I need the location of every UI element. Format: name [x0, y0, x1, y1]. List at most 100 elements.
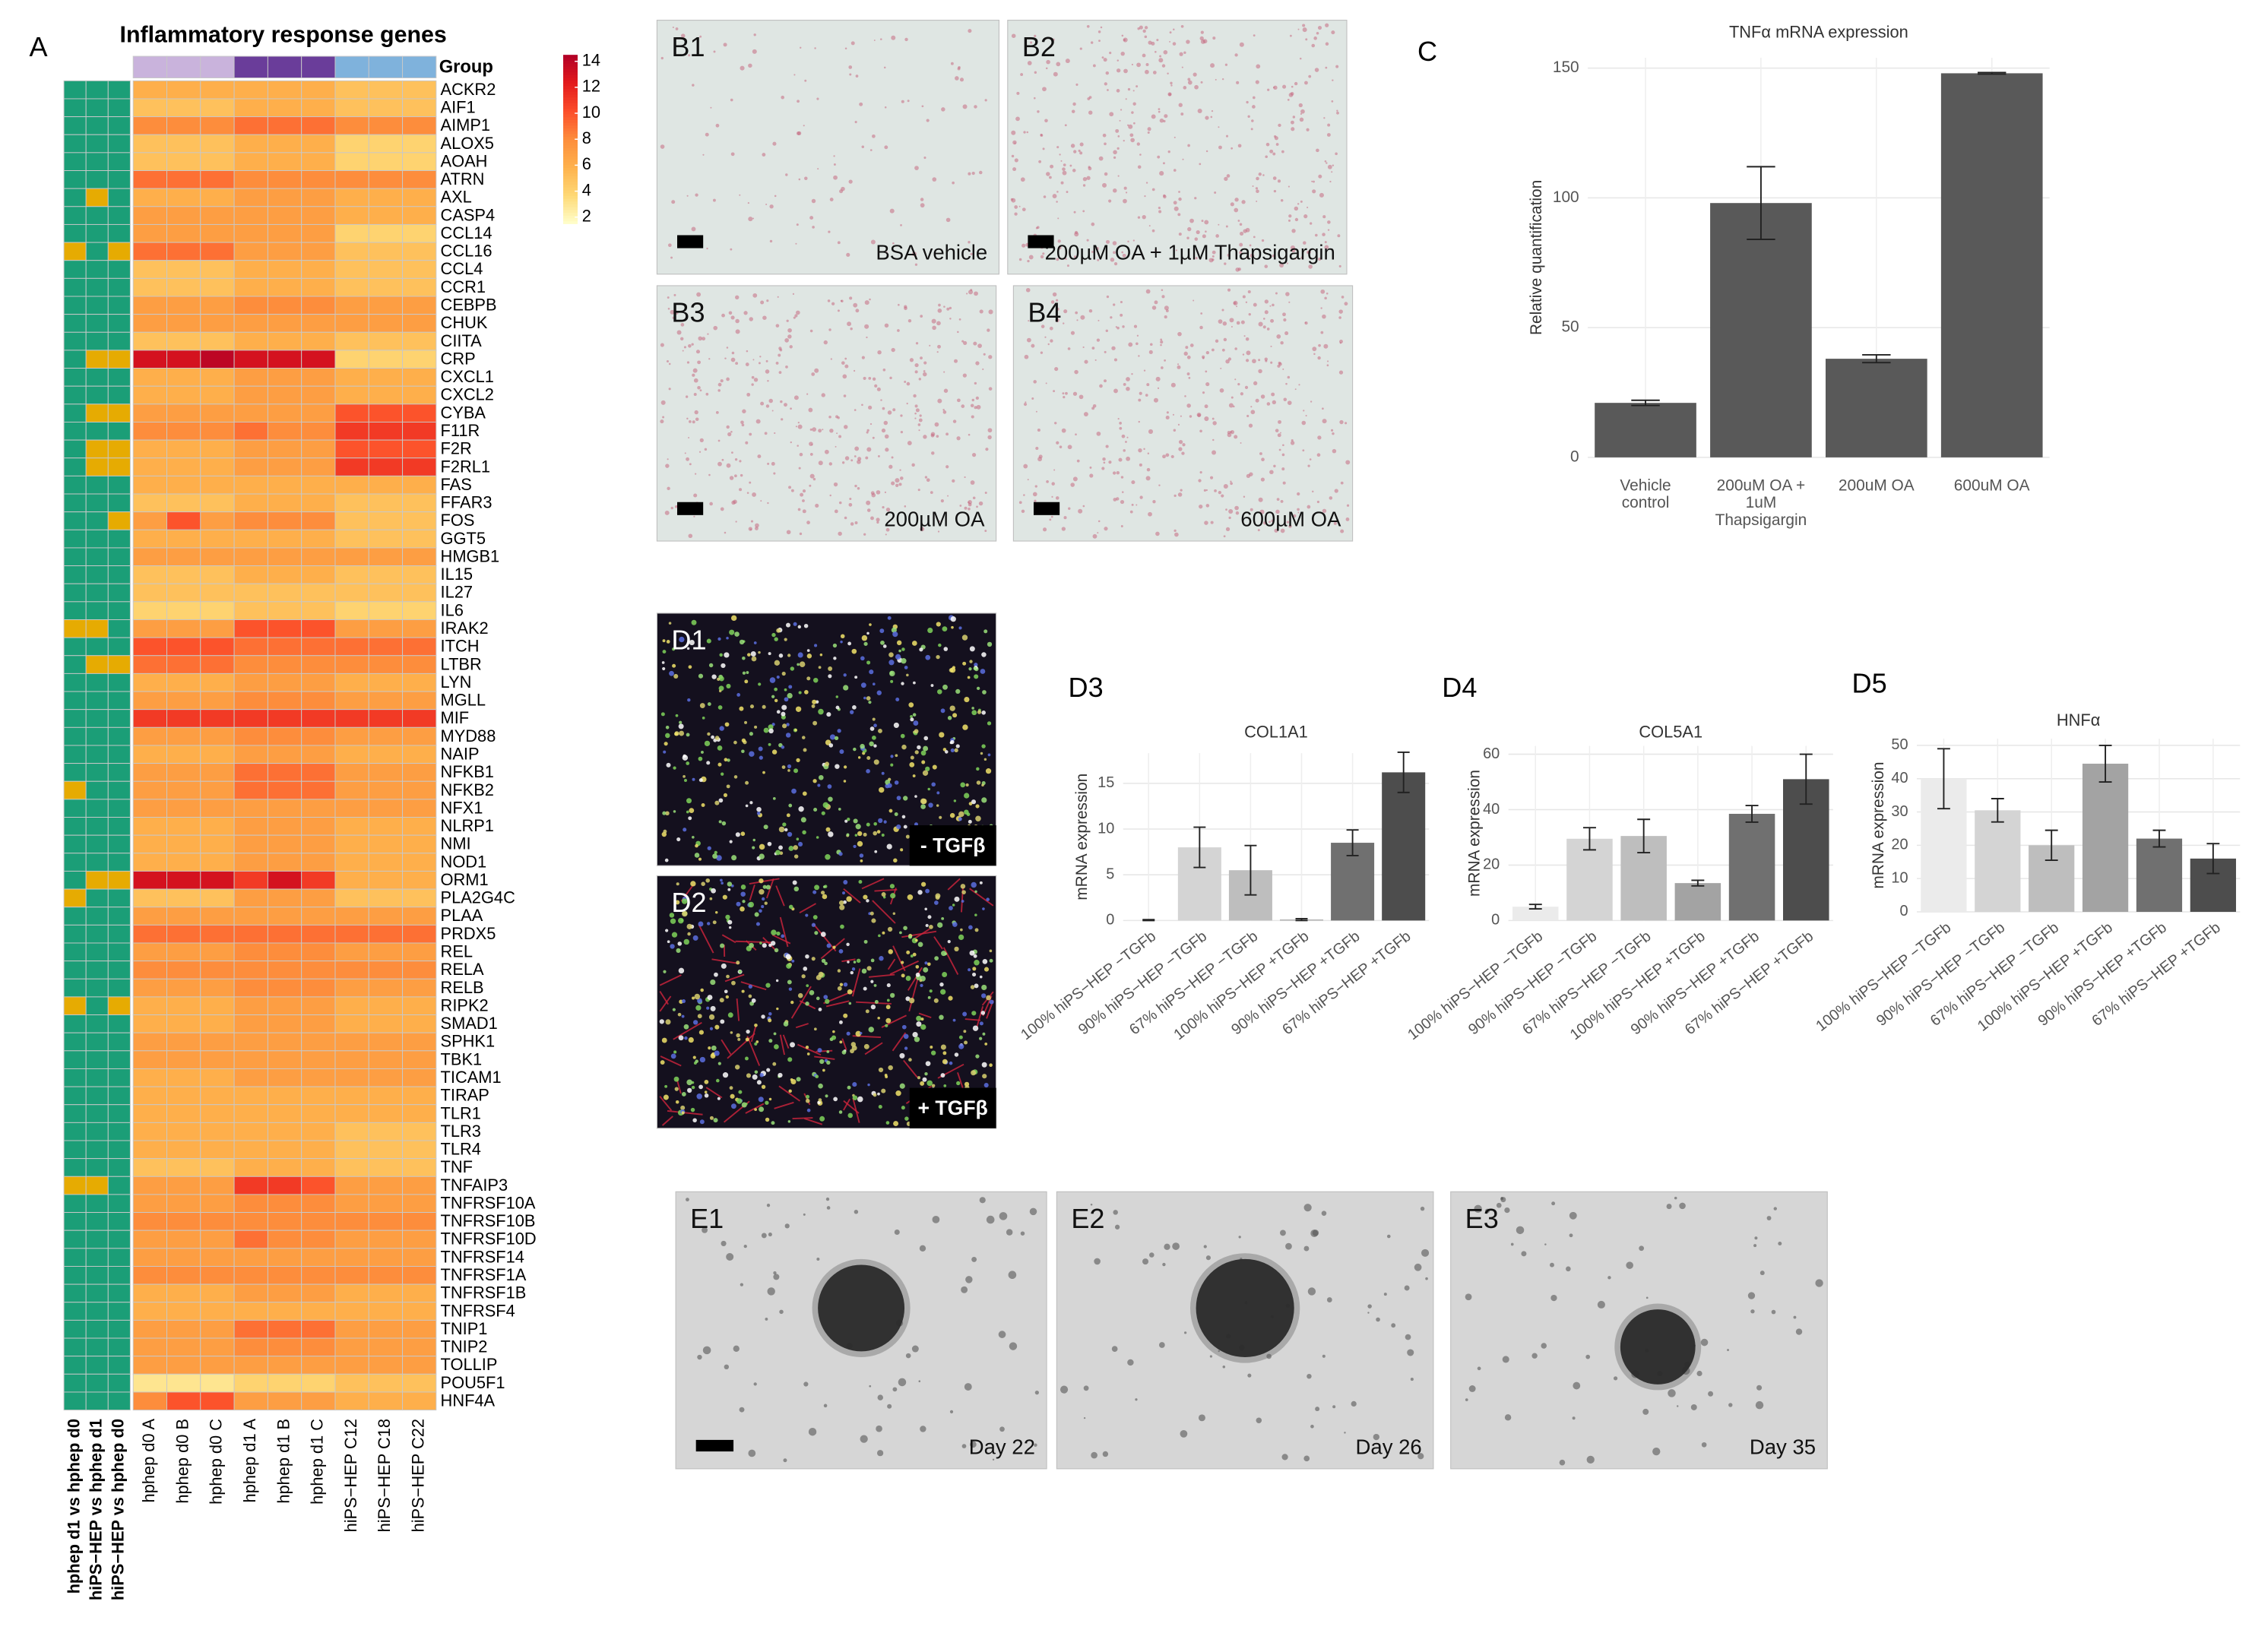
heatmap-cell: [402, 511, 437, 530]
micrograph-texture: [776, 931, 781, 936]
heatmap-cell: [166, 1176, 201, 1195]
micrograph-texture: [837, 241, 841, 245]
heatmap-cell: [132, 1373, 167, 1393]
micrograph-texture: [797, 131, 802, 136]
micrograph-texture: [936, 654, 940, 660]
heatmap-cell: [368, 673, 404, 692]
micrograph-texture: [1139, 153, 1142, 156]
heatmap-cell: [267, 242, 302, 261]
heatmap-cell: [233, 1391, 268, 1411]
micrograph-texture: [806, 676, 811, 681]
annotation-cell: [107, 565, 131, 584]
micrograph-texture: [727, 881, 733, 887]
heatmap-cell: [334, 1266, 369, 1285]
micrograph-texture: [861, 145, 865, 149]
micrograph-texture: [943, 371, 945, 373]
micrograph-texture: [899, 476, 904, 480]
micrograph-texture: [961, 635, 968, 641]
micrograph-texture: [1164, 305, 1169, 311]
micrograph-texture: [1142, 29, 1146, 33]
micrograph-texture: [1266, 402, 1271, 406]
micrograph-texture: [790, 1000, 794, 1005]
micrograph-texture: [730, 1093, 735, 1099]
micrograph-texture: [809, 329, 813, 333]
micrograph-texture: [987, 753, 991, 757]
micrograph-texture: [1151, 305, 1157, 310]
micrograph-texture: [1049, 518, 1052, 521]
micrograph-texture: [702, 153, 705, 156]
micrograph-texture: [1276, 498, 1280, 501]
micrograph-texture: [1181, 451, 1185, 455]
heatmap-cell: [402, 277, 437, 297]
heatmap-cell: [200, 673, 235, 692]
micrograph-texture: [748, 217, 753, 222]
micrograph-texture: [1136, 142, 1140, 146]
micrograph-texture: [846, 942, 850, 947]
micrograph-texture: [1164, 315, 1167, 319]
micrograph-texture: [798, 691, 802, 695]
heatmap-cell: [334, 1283, 369, 1303]
micrograph-texture: [1376, 1317, 1380, 1322]
micrograph-texture: [806, 654, 812, 659]
micrograph-texture: [1033, 380, 1037, 384]
micrograph-texture: [774, 432, 776, 435]
micrograph-texture: [740, 906, 745, 912]
heatmap-cell: [166, 80, 201, 100]
row-label: TLR4: [441, 1140, 481, 1159]
row-label: MYD88: [441, 726, 496, 745]
y-tick-label: 0: [1491, 912, 1500, 929]
micrograph-texture: [858, 880, 863, 884]
micrograph-texture: [1119, 422, 1122, 425]
heatmap-cell: [402, 134, 437, 153]
micrograph-texture: [786, 319, 789, 322]
group-cell: [334, 55, 369, 79]
micrograph-texture: [1138, 420, 1140, 423]
colorbar-step: [563, 100, 578, 103]
micrograph-texture: [1113, 303, 1116, 306]
micrograph-texture: [1044, 119, 1048, 123]
micrograph-texture: [929, 989, 933, 993]
micrograph-texture: [814, 368, 819, 373]
micrograph-texture: [843, 1013, 848, 1018]
micrograph-texture: [1129, 133, 1134, 138]
annotation-cell: [85, 134, 109, 153]
micrograph-texture: [748, 63, 752, 68]
heatmap-cell: [402, 1032, 437, 1052]
annotation-label: hiPS−HEP vs hphep d1: [86, 1419, 105, 1600]
heatmap-cell: [402, 996, 437, 1016]
micrograph-texture: [838, 1110, 843, 1114]
micrograph-texture: [1188, 376, 1191, 379]
micrograph-texture: [774, 1044, 779, 1049]
annotation-cell: [85, 726, 109, 746]
micrograph-texture: [781, 745, 785, 749]
micrograph-texture: [911, 463, 915, 467]
annotation-cell: [63, 780, 87, 800]
micrograph-texture: [759, 942, 762, 945]
micrograph-texture: [1225, 225, 1228, 228]
heatmap-cell: [132, 242, 167, 261]
annotation-cell: [63, 1248, 87, 1267]
micrograph-texture: [981, 797, 987, 803]
micrograph-texture: [812, 923, 837, 952]
row-label: NMI: [441, 834, 471, 853]
annotation-cell: [107, 745, 131, 764]
micrograph-texture: [901, 930, 937, 938]
micrograph-texture: [931, 451, 935, 455]
micrograph-texture: [988, 309, 993, 315]
micrograph-texture: [823, 1404, 828, 1408]
colorbar-step: [563, 119, 578, 123]
micrograph-texture: [866, 660, 871, 665]
colorbar-step: [563, 88, 578, 92]
colorbar-step: [563, 80, 578, 84]
micrograph-texture: [914, 404, 918, 408]
heatmap-cell: [334, 385, 369, 405]
micrograph-texture: [1286, 262, 1288, 264]
x-tick-label: 200uM OA: [1839, 476, 1915, 494]
micrograph-texture: [987, 435, 992, 440]
micrograph-texture: [790, 666, 795, 671]
micrograph-texture: [1084, 359, 1088, 364]
micrograph-texture: [891, 35, 896, 40]
micrograph-texture: [793, 316, 796, 319]
micrograph-texture: [835, 415, 839, 419]
heatmap-cell: [166, 996, 201, 1016]
